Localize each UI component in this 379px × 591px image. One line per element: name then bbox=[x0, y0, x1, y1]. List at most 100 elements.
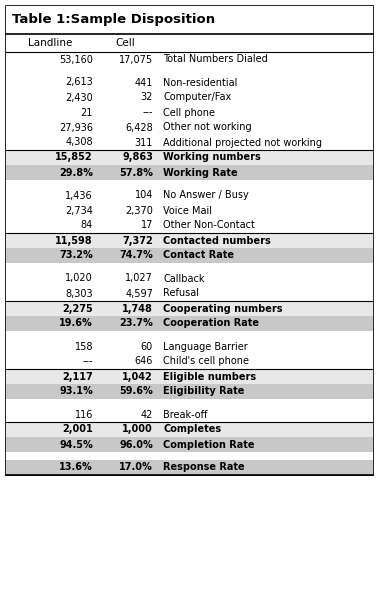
Bar bbox=[6, 34, 373, 52]
Text: Eligible numbers: Eligible numbers bbox=[163, 372, 256, 382]
Text: Cell phone: Cell phone bbox=[163, 108, 215, 118]
Text: Additional projected not working: Additional projected not working bbox=[163, 138, 322, 148]
Text: Working Rate: Working Rate bbox=[163, 167, 238, 177]
Bar bbox=[6, 452, 373, 460]
Bar bbox=[6, 188, 373, 203]
Text: 2,734: 2,734 bbox=[65, 206, 93, 216]
Text: Cooperation Rate: Cooperation Rate bbox=[163, 319, 259, 329]
Text: 4,308: 4,308 bbox=[65, 138, 93, 148]
Text: 1,748: 1,748 bbox=[122, 304, 153, 313]
Text: 116: 116 bbox=[75, 410, 93, 420]
Bar bbox=[6, 90, 373, 105]
Text: 21: 21 bbox=[81, 108, 93, 118]
Text: ---: --- bbox=[143, 108, 153, 118]
Text: 17.0%: 17.0% bbox=[119, 463, 153, 472]
Text: Working numbers: Working numbers bbox=[163, 152, 261, 163]
Text: 1,020: 1,020 bbox=[65, 274, 93, 284]
Bar bbox=[6, 316, 373, 331]
Text: 42: 42 bbox=[141, 410, 153, 420]
Text: 19.6%: 19.6% bbox=[59, 319, 93, 329]
Bar bbox=[6, 331, 373, 339]
Text: 8,303: 8,303 bbox=[65, 288, 93, 298]
Text: 158: 158 bbox=[75, 342, 93, 352]
Bar bbox=[6, 150, 373, 165]
Bar bbox=[6, 120, 373, 135]
Bar bbox=[6, 248, 373, 263]
Text: 32: 32 bbox=[141, 93, 153, 102]
Text: Child's cell phone: Child's cell phone bbox=[163, 356, 249, 366]
Text: 84: 84 bbox=[81, 220, 93, 230]
Text: Cooperating numbers: Cooperating numbers bbox=[163, 304, 282, 313]
Text: 59.6%: 59.6% bbox=[119, 387, 153, 397]
Bar bbox=[6, 75, 373, 90]
Text: 2,275: 2,275 bbox=[62, 304, 93, 313]
Bar bbox=[6, 384, 373, 399]
Text: Other Non-Contact: Other Non-Contact bbox=[163, 220, 255, 230]
Text: 7,372: 7,372 bbox=[122, 235, 153, 245]
Bar bbox=[6, 135, 373, 150]
Text: 23.7%: 23.7% bbox=[119, 319, 153, 329]
Text: Eligibility Rate: Eligibility Rate bbox=[163, 387, 244, 397]
Text: 60: 60 bbox=[141, 342, 153, 352]
Text: 1,042: 1,042 bbox=[122, 372, 153, 382]
Bar bbox=[6, 67, 373, 75]
Text: 57.8%: 57.8% bbox=[119, 167, 153, 177]
Text: 15,852: 15,852 bbox=[55, 152, 93, 163]
Text: 29.8%: 29.8% bbox=[59, 167, 93, 177]
Text: Contact Rate: Contact Rate bbox=[163, 251, 234, 261]
Text: Total Numbers Dialed: Total Numbers Dialed bbox=[163, 54, 268, 64]
Bar bbox=[6, 339, 373, 354]
Bar bbox=[6, 6, 373, 475]
Text: 2,117: 2,117 bbox=[62, 372, 93, 382]
Text: 2,001: 2,001 bbox=[62, 424, 93, 434]
Text: Completion Rate: Completion Rate bbox=[163, 440, 255, 450]
Text: 94.5%: 94.5% bbox=[59, 440, 93, 450]
Text: Callback: Callback bbox=[163, 274, 205, 284]
Text: 441: 441 bbox=[135, 77, 153, 87]
Text: 9,863: 9,863 bbox=[122, 152, 153, 163]
Text: 2,613: 2,613 bbox=[65, 77, 93, 87]
Text: Contacted numbers: Contacted numbers bbox=[163, 235, 271, 245]
Text: Break-off: Break-off bbox=[163, 410, 207, 420]
Text: 27,936: 27,936 bbox=[59, 122, 93, 132]
Text: 2,370: 2,370 bbox=[125, 206, 153, 216]
Text: 11,598: 11,598 bbox=[55, 235, 93, 245]
Bar bbox=[6, 180, 373, 188]
Bar bbox=[6, 437, 373, 452]
Bar bbox=[6, 6, 373, 34]
Text: 1,436: 1,436 bbox=[65, 190, 93, 200]
Text: ---: --- bbox=[83, 356, 93, 366]
Bar bbox=[6, 165, 373, 180]
Text: Response Rate: Response Rate bbox=[163, 463, 244, 472]
Text: 96.0%: 96.0% bbox=[119, 440, 153, 450]
Text: 17: 17 bbox=[141, 220, 153, 230]
Text: 2,430: 2,430 bbox=[65, 93, 93, 102]
Bar bbox=[6, 233, 373, 248]
Text: No Answer / Busy: No Answer / Busy bbox=[163, 190, 249, 200]
Text: Language Barrier: Language Barrier bbox=[163, 342, 248, 352]
Bar bbox=[6, 301, 373, 316]
Bar bbox=[6, 52, 373, 67]
Bar bbox=[6, 354, 373, 369]
Text: Completes: Completes bbox=[163, 424, 221, 434]
Text: 311: 311 bbox=[135, 138, 153, 148]
Text: 74.7%: 74.7% bbox=[119, 251, 153, 261]
Text: 1,000: 1,000 bbox=[122, 424, 153, 434]
Text: 104: 104 bbox=[135, 190, 153, 200]
Bar bbox=[6, 286, 373, 301]
Text: 17,075: 17,075 bbox=[119, 54, 153, 64]
Text: Other not working: Other not working bbox=[163, 122, 252, 132]
Text: 646: 646 bbox=[135, 356, 153, 366]
Text: Landline: Landline bbox=[28, 38, 73, 48]
Text: 6,428: 6,428 bbox=[125, 122, 153, 132]
Bar bbox=[6, 105, 373, 120]
Text: 73.2%: 73.2% bbox=[59, 251, 93, 261]
Bar bbox=[6, 460, 373, 475]
Bar bbox=[6, 263, 373, 271]
Text: Non-residential: Non-residential bbox=[163, 77, 237, 87]
Text: Table 1:Sample Disposition: Table 1:Sample Disposition bbox=[12, 14, 215, 27]
Bar bbox=[6, 399, 373, 407]
Text: Refusal: Refusal bbox=[163, 288, 199, 298]
Text: 13.6%: 13.6% bbox=[59, 463, 93, 472]
Text: Cell: Cell bbox=[115, 38, 135, 48]
